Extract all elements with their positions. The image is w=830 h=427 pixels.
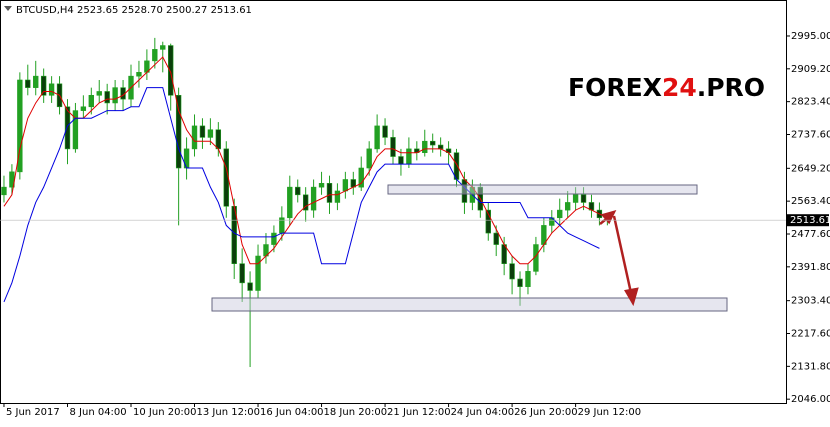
resistance-zone	[387, 184, 698, 195]
candle-body	[572, 194, 579, 203]
candle-body	[136, 72, 142, 77]
last-price-label: 2513.61	[790, 215, 830, 226]
y-tick-label: 2649.20	[791, 163, 830, 174]
y-tick-label: 2737.60	[791, 129, 830, 140]
y-tick-label: 2303.40	[791, 296, 830, 307]
candle-body	[199, 125, 206, 138]
candle-body	[191, 125, 198, 150]
x-tick-label: 13 Jun 12:00	[197, 407, 261, 418]
x-tick-label: 24 Jun 04:00	[451, 407, 515, 418]
candle-body	[493, 232, 499, 245]
header: BTCUSD,H4 2523.65 2528.70 2500.27 2513.6…	[16, 5, 252, 16]
last-price-box	[787, 214, 829, 227]
candle-body	[485, 209, 491, 234]
candle-body	[33, 75, 39, 88]
y-tick-label: 2217.60	[791, 328, 830, 339]
forecast-arrow	[599, 210, 639, 307]
candle-body	[64, 106, 71, 150]
x-tick-label: 10 Jun 20:00	[133, 407, 197, 418]
symbol-icon	[4, 6, 12, 11]
candle-body	[334, 190, 341, 203]
candle-body	[422, 140, 428, 154]
candle-body	[398, 156, 404, 165]
candle-body	[239, 263, 245, 284]
candle-body	[255, 255, 261, 291]
candle-body	[175, 94, 182, 169]
plot	[1, 37, 611, 368]
candle-body	[17, 79, 23, 173]
watermark-part: FOREX	[568, 73, 662, 102]
y-tick-label: 2046.00	[791, 394, 830, 405]
candle-body	[302, 194, 309, 211]
y-tick-label: 2995.00	[791, 31, 830, 42]
candle-body	[310, 186, 317, 211]
candle-body	[80, 106, 87, 111]
support-zone	[211, 297, 728, 312]
x-tick-label: 21 Jun 12:00	[387, 407, 451, 418]
y-tick-label: 2131.80	[791, 361, 830, 372]
candle-body	[207, 129, 214, 138]
candle-body	[215, 129, 222, 150]
watermark-part: 24	[662, 73, 697, 102]
candle-body	[287, 186, 293, 219]
candle-body	[437, 144, 444, 150]
watermark-part: .PRO	[697, 73, 765, 102]
candle-body	[295, 186, 301, 196]
candle-body	[112, 87, 118, 104]
candle-body	[366, 148, 372, 169]
x-tick-label: 8 Jun 04:00	[69, 407, 126, 418]
candle-body	[271, 232, 277, 245]
x-tick-label: 29 Jun 12:00	[578, 407, 642, 418]
candle-body	[48, 83, 55, 96]
candle-body	[406, 148, 412, 165]
x-tick-label: 5 Jun 2017	[6, 407, 60, 418]
y-tick-label: 2823.40	[791, 97, 830, 108]
indicator-line	[3, 87, 600, 303]
candle-body	[564, 202, 571, 211]
candle-body	[160, 45, 166, 50]
candle-body	[25, 79, 31, 88]
candle-body	[96, 91, 102, 96]
candle-body	[72, 110, 79, 150]
y-tick-label: 2909.20	[791, 64, 830, 75]
candle-body	[382, 125, 388, 138]
x-tick-label: 18 Jun 20:00	[324, 407, 388, 418]
candle-body	[40, 75, 47, 96]
candle-body	[374, 125, 380, 150]
candle-body	[517, 278, 523, 287]
candle-body	[247, 282, 253, 291]
candle-body	[358, 167, 364, 188]
candle-body	[1, 186, 7, 196]
x-tick-label: 26 Jun 20:00	[514, 407, 578, 418]
candle-body	[318, 183, 325, 188]
candle-body	[168, 45, 174, 96]
candle-body	[430, 140, 436, 146]
candle-body	[88, 94, 94, 108]
watermark: FOREX24.PRO	[568, 73, 765, 102]
candle-body	[509, 263, 515, 280]
candle-body	[104, 91, 110, 104]
y-tick-label: 2477.60	[791, 229, 830, 240]
indicator-line	[3, 56, 608, 265]
x-tick-label: 16 Jun 04:00	[260, 407, 324, 418]
candle-body	[390, 137, 396, 157]
candle-body	[152, 49, 158, 62]
y-tick-label: 2391.80	[791, 262, 830, 273]
candle-body	[525, 271, 531, 287]
candle-body	[342, 179, 349, 192]
candle-body	[557, 209, 563, 219]
y-tick-label: 2563.40	[791, 196, 830, 207]
candle-body	[580, 194, 587, 203]
plot-frame	[0, 0, 787, 404]
candle-body	[326, 183, 333, 203]
